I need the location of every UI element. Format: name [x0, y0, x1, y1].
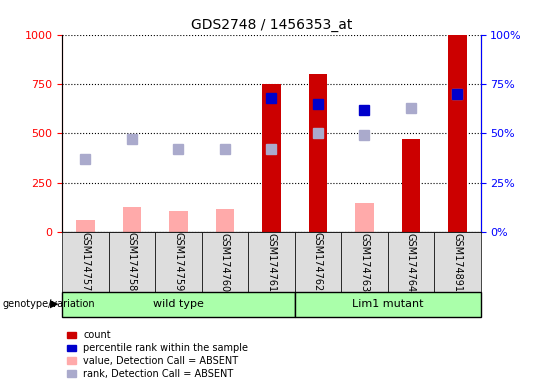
Bar — [295, 232, 341, 292]
Legend: count, percentile rank within the sample, value, Detection Call = ABSENT, rank, : count, percentile rank within the sample… — [67, 330, 248, 379]
Bar — [201, 232, 248, 292]
Bar — [169, 210, 188, 232]
Text: GSM174759: GSM174759 — [173, 232, 184, 292]
Title: GDS2748 / 1456353_at: GDS2748 / 1456353_at — [191, 18, 352, 32]
Bar — [62, 292, 295, 317]
Bar — [308, 74, 327, 232]
Bar — [434, 232, 481, 292]
Text: GSM174757: GSM174757 — [80, 232, 90, 292]
Text: genotype/variation: genotype/variation — [3, 299, 96, 309]
Bar — [262, 84, 281, 232]
Bar — [109, 232, 155, 292]
Bar — [402, 139, 420, 232]
Bar — [295, 292, 481, 317]
Bar — [341, 232, 388, 292]
Bar — [155, 232, 201, 292]
Text: GSM174762: GSM174762 — [313, 232, 323, 292]
Bar — [355, 203, 374, 232]
Text: GSM174760: GSM174760 — [220, 233, 230, 291]
Text: GSM174761: GSM174761 — [266, 233, 276, 291]
Bar — [448, 227, 467, 232]
Bar — [123, 207, 141, 232]
Text: GSM174891: GSM174891 — [453, 233, 462, 291]
Bar — [448, 35, 467, 232]
Text: GSM174763: GSM174763 — [359, 233, 369, 291]
Bar — [262, 224, 281, 232]
Text: GSM174764: GSM174764 — [406, 233, 416, 291]
Text: Lim1 mutant: Lim1 mutant — [352, 299, 423, 310]
Bar — [388, 232, 434, 292]
Text: wild type: wild type — [153, 299, 204, 310]
Bar — [62, 232, 109, 292]
Bar — [215, 209, 234, 232]
Bar — [248, 232, 295, 292]
Text: ▶: ▶ — [50, 299, 58, 309]
Bar — [76, 220, 94, 232]
Text: GSM174758: GSM174758 — [127, 232, 137, 292]
